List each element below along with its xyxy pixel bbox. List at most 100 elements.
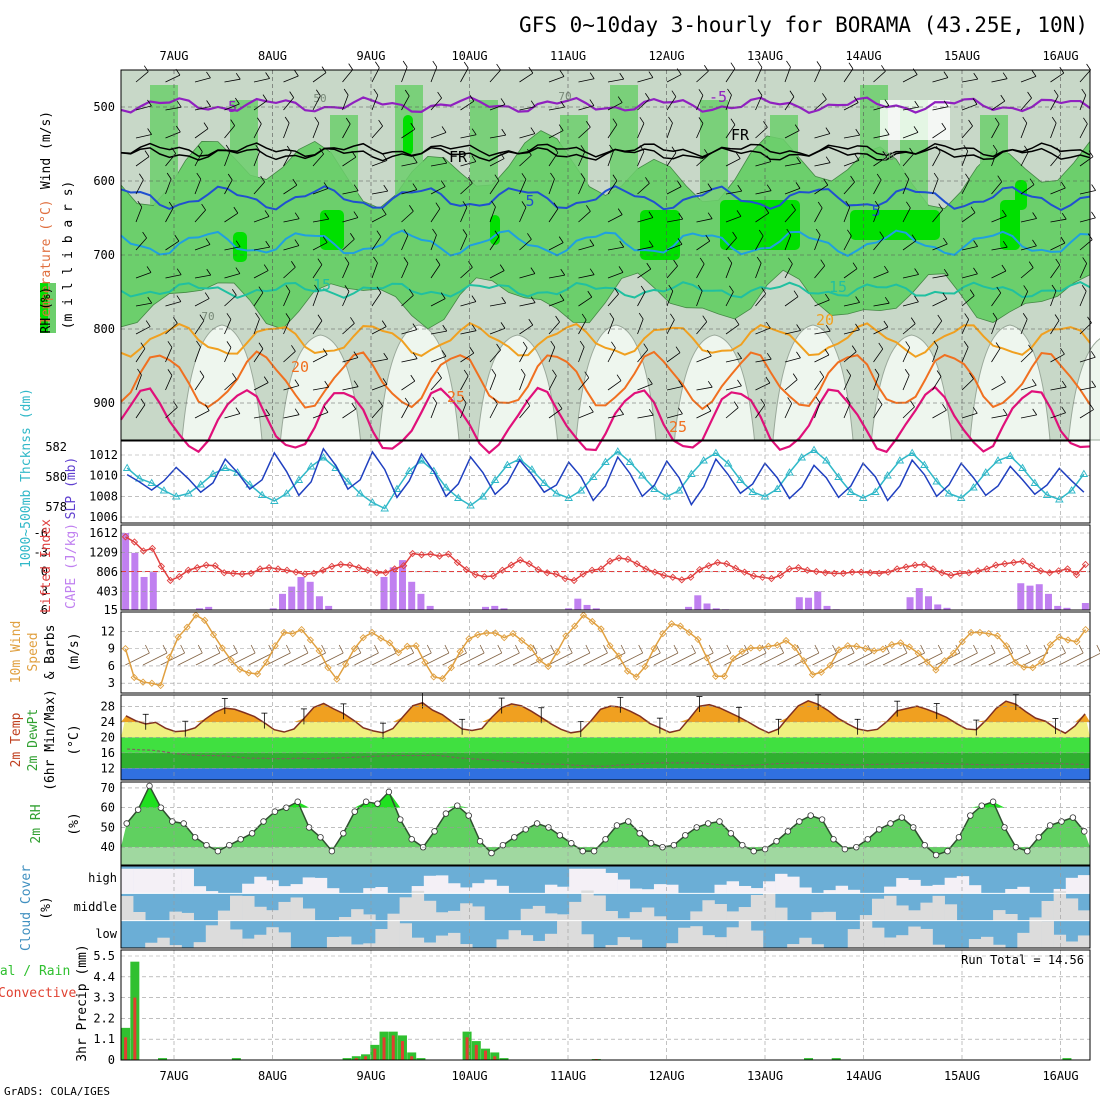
precip-convective-bar: [124, 1037, 128, 1060]
wind10-barb: [512, 652, 538, 666]
wind-barb-flag: [432, 228, 437, 236]
label-wind: Wind (m/s): [39, 111, 54, 189]
wind-barb: [814, 207, 823, 223]
wind-barb: [194, 346, 201, 363]
wind-barb: [312, 290, 319, 307]
wind-barb-flag: [289, 91, 295, 98]
wind-barb-flag: [206, 100, 211, 107]
wind-barb: [755, 358, 772, 363]
wind-barb-flag: [905, 341, 910, 348]
wind-barb: [1050, 264, 1061, 279]
wind10-barb-flag: [955, 644, 961, 654]
thickness-point: [527, 465, 537, 473]
wind-barb: [578, 377, 590, 391]
wind-barb-flag: [941, 122, 947, 130]
wind-barb: [224, 413, 240, 419]
wind-barb: [1079, 409, 1094, 419]
date-label-bottom-10AUG: 10AUG: [451, 1069, 487, 1083]
wind-barb-flag: [617, 208, 623, 215]
wind-barb-flag: [757, 61, 763, 68]
wind-barb: [991, 123, 1000, 139]
wind-barb: [135, 374, 142, 391]
wind-barb: [194, 77, 211, 83]
wind-barb: [460, 207, 468, 223]
wind10-barb-flag: [1078, 644, 1084, 654]
wind-barb-flag: [168, 201, 174, 209]
lifted-index-point: [148, 544, 157, 553]
wind10-barb-flag: [303, 644, 309, 654]
wind10-barb: [142, 652, 168, 666]
date-label-top-8AUG: 8AUG: [258, 49, 287, 63]
rh2-point: [180, 820, 187, 827]
lifted-index-point: [507, 561, 515, 569]
rh2-point: [1058, 818, 1065, 825]
wind-barb-flag: [904, 369, 910, 376]
cloud-clear-block: [666, 943, 679, 948]
lifted-index-point: [633, 560, 641, 568]
cloud-clear-block: [1053, 891, 1067, 921]
cape-bar: [306, 581, 314, 610]
isotherm-label: 15: [829, 278, 847, 296]
wind-barb: [430, 162, 447, 167]
isotherm-label: 5: [871, 202, 880, 220]
rh-dry-patch: [378, 324, 460, 441]
wind-barb-flag: [884, 99, 890, 106]
thickness-point: [454, 493, 463, 501]
wind10-speed-point: [650, 644, 658, 653]
rh2-base: [121, 847, 1090, 865]
wind-barb-flag: [496, 343, 501, 351]
thickness-point: [220, 463, 230, 471]
rh2-point: [830, 836, 837, 843]
cloud-clear-block: [690, 926, 703, 948]
wind10-barb-flag: [603, 644, 608, 654]
wind10-barb-flag: [920, 644, 925, 654]
cloud-clear-block: [472, 906, 485, 921]
thickness-point: [171, 492, 181, 500]
precip-convective-bar: [133, 997, 137, 1060]
wind-barb: [637, 268, 652, 279]
wind-barb: [460, 134, 477, 139]
cloud-clear-block: [847, 929, 861, 948]
wind-barb-flag: [403, 229, 409, 236]
cloud-clear-block: [242, 938, 255, 948]
wind-barb-flag: [205, 238, 211, 245]
lifted-index-point: [920, 560, 928, 569]
wind-barb-flag: [1091, 184, 1096, 191]
wind-barb-flag: [199, 314, 205, 321]
wind-barb: [283, 414, 300, 419]
wind-barb-flag: [913, 126, 919, 133]
wind-barb: [666, 290, 674, 307]
wind-barb: [991, 246, 1008, 251]
lifted-index-point: [821, 569, 829, 577]
wind-barb: [666, 152, 677, 167]
wind-barb: [902, 347, 911, 363]
cape-bar: [712, 608, 720, 610]
wind-barb-flag: [550, 172, 555, 180]
wind-barb: [902, 74, 918, 83]
isotherm-label: 5: [525, 192, 534, 210]
wind-barb-flag: [265, 72, 270, 79]
wind10-speed-point: [456, 647, 464, 656]
wind-barb: [224, 212, 239, 223]
wind-barb: [902, 178, 910, 195]
wind-barb: [873, 374, 880, 391]
cloud-clear-block: [169, 911, 182, 921]
wind-barb-flag: [235, 240, 241, 247]
cloud-clear-block: [896, 935, 909, 948]
wind-barb: [165, 406, 178, 419]
wind-barb-flag: [1022, 116, 1028, 124]
wind-barb-flag: [910, 400, 915, 408]
wind-barb: [607, 150, 614, 167]
wind10-speed-point: [1029, 664, 1037, 672]
label-millibars: (m i l l i b a r s): [61, 181, 76, 330]
wind-barb: [224, 347, 232, 363]
wind-barb: [666, 186, 682, 195]
wind10-barb-flag: [145, 644, 150, 654]
wind-barb-flag: [970, 206, 976, 213]
wind-barb-flag: [786, 228, 792, 236]
wind-barb: [814, 265, 826, 279]
thickness-point: [969, 483, 978, 491]
wind-barb-flag: [1031, 70, 1037, 77]
temp-tick: 20: [101, 730, 115, 744]
